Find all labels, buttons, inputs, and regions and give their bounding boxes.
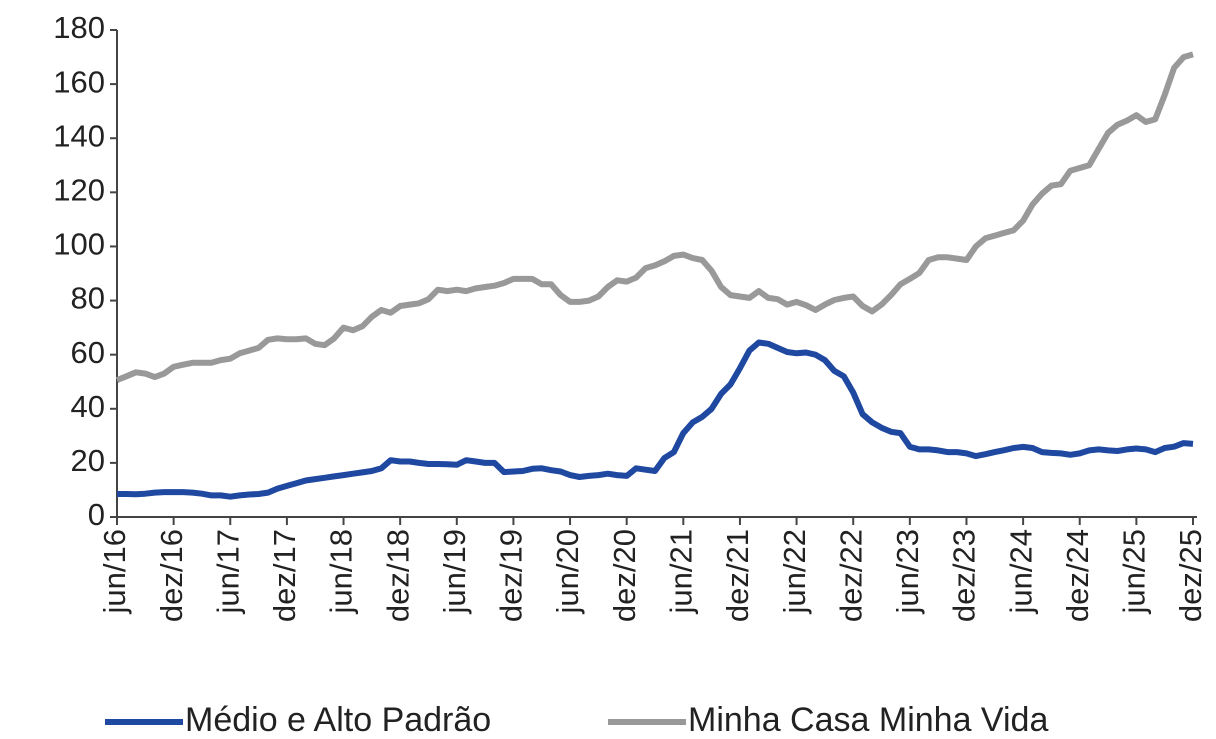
x-tick-label: jun/23 bbox=[890, 529, 925, 614]
y-tick-label: 20 bbox=[71, 443, 105, 478]
x-tick-label: dez/25 bbox=[1173, 529, 1208, 622]
x-tick-label: dez/16 bbox=[154, 529, 189, 622]
x-tick-label: dez/17 bbox=[267, 529, 302, 622]
x-tick-label: dez/21 bbox=[720, 529, 755, 622]
y-tick-label: 80 bbox=[71, 281, 105, 316]
x-tick-label: dez/19 bbox=[494, 529, 529, 622]
y-tick-label: 100 bbox=[53, 227, 105, 262]
x-tick-label: jun/18 bbox=[324, 529, 359, 614]
x-tick-label: jun/25 bbox=[1117, 529, 1152, 614]
x-tick-label: dez/20 bbox=[607, 529, 642, 622]
y-tick-label: 120 bbox=[53, 173, 105, 208]
x-tick-label: dez/24 bbox=[1060, 529, 1095, 622]
x-tick-label: dez/22 bbox=[833, 529, 868, 622]
series-line bbox=[117, 339, 1194, 500]
x-tick-label: dez/23 bbox=[947, 529, 982, 622]
x-tick-label: jun/24 bbox=[1003, 529, 1038, 614]
legend-label: Médio e Alto Padrão bbox=[185, 701, 491, 739]
x-tick-label: jun/16 bbox=[97, 529, 132, 614]
legend-label: Minha Casa Minha Vida bbox=[688, 701, 1048, 739]
y-tick-label: 160 bbox=[53, 64, 105, 99]
x-tick-label: dez/18 bbox=[380, 529, 415, 622]
x-tick-label: jun/19 bbox=[437, 529, 472, 614]
x-tick-label: jun/20 bbox=[550, 529, 585, 614]
x-tick-label: jun/21 bbox=[664, 529, 699, 614]
y-tick-label: 60 bbox=[71, 335, 105, 370]
y-tick-label: 180 bbox=[53, 10, 105, 45]
y-tick-label: 140 bbox=[53, 118, 105, 153]
y-tick-label: 0 bbox=[88, 497, 105, 532]
series-line bbox=[115, 51, 1194, 383]
y-tick-label: 40 bbox=[71, 389, 105, 424]
x-tick-label: jun/17 bbox=[210, 529, 245, 614]
x-tick-label: jun/22 bbox=[777, 529, 812, 614]
